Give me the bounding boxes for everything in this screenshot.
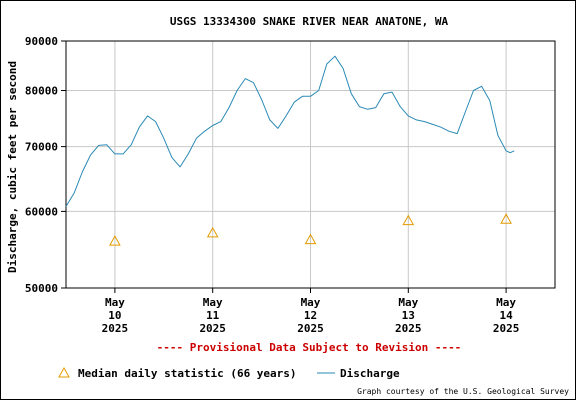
y-axis-ticks: 90000 80000 70000 60000 50000 — [25, 35, 66, 295]
x-tick-label: May — [301, 296, 321, 309]
x-tick-label: May — [398, 296, 418, 309]
grid-lines — [66, 41, 555, 288]
y-tick-label: 60000 — [25, 205, 58, 218]
median-marker — [206, 226, 219, 238]
y-tick-label: 50000 — [25, 282, 58, 295]
x-tick-label: May — [105, 296, 125, 309]
x-tick-label: 2025 — [297, 322, 324, 335]
x-tick-label: 11 — [206, 309, 220, 322]
x-tick-label: 2025 — [493, 322, 520, 335]
x-tick-label: 10 — [108, 309, 121, 322]
y-tick-label: 90000 — [25, 35, 58, 48]
usgs-credit: Graph courtesy of the U.S. Geological Su… — [357, 387, 569, 396]
legend-discharge-label: Discharge — [340, 367, 400, 380]
x-axis-ticks: May102025May112025May122025May132025May1… — [102, 288, 520, 335]
legend-median-marker — [58, 366, 70, 378]
legend: Median daily statistic (66 years) Discha… — [58, 366, 400, 380]
x-tick-label: 14 — [499, 309, 513, 322]
provisional-notice: ---- Provisional Data Subject to Revisio… — [157, 341, 462, 354]
median-marker — [402, 214, 415, 226]
x-tick-label: May — [496, 296, 516, 309]
x-tick-label: 2025 — [395, 322, 422, 335]
legend-median-label: Median daily statistic (66 years) — [78, 367, 297, 380]
y-tick-label: 80000 — [25, 84, 58, 97]
chart-title: USGS 13334300 SNAKE RIVER NEAR ANATONE, … — [170, 15, 449, 28]
x-tick-label: May — [203, 296, 223, 309]
x-tick-label: 2025 — [102, 322, 129, 335]
median-markers — [109, 213, 512, 246]
y-axis-label: Discharge, cubic feet per second — [6, 61, 19, 273]
x-tick-label: 13 — [402, 309, 415, 322]
median-marker — [109, 235, 121, 246]
x-tick-label: 12 — [304, 309, 317, 322]
discharge-line — [65, 55, 515, 207]
median-marker — [500, 213, 512, 224]
x-tick-label: 2025 — [199, 322, 226, 335]
y-tick-label: 70000 — [25, 141, 58, 154]
discharge-series — [65, 55, 515, 207]
median-marker — [304, 233, 317, 245]
